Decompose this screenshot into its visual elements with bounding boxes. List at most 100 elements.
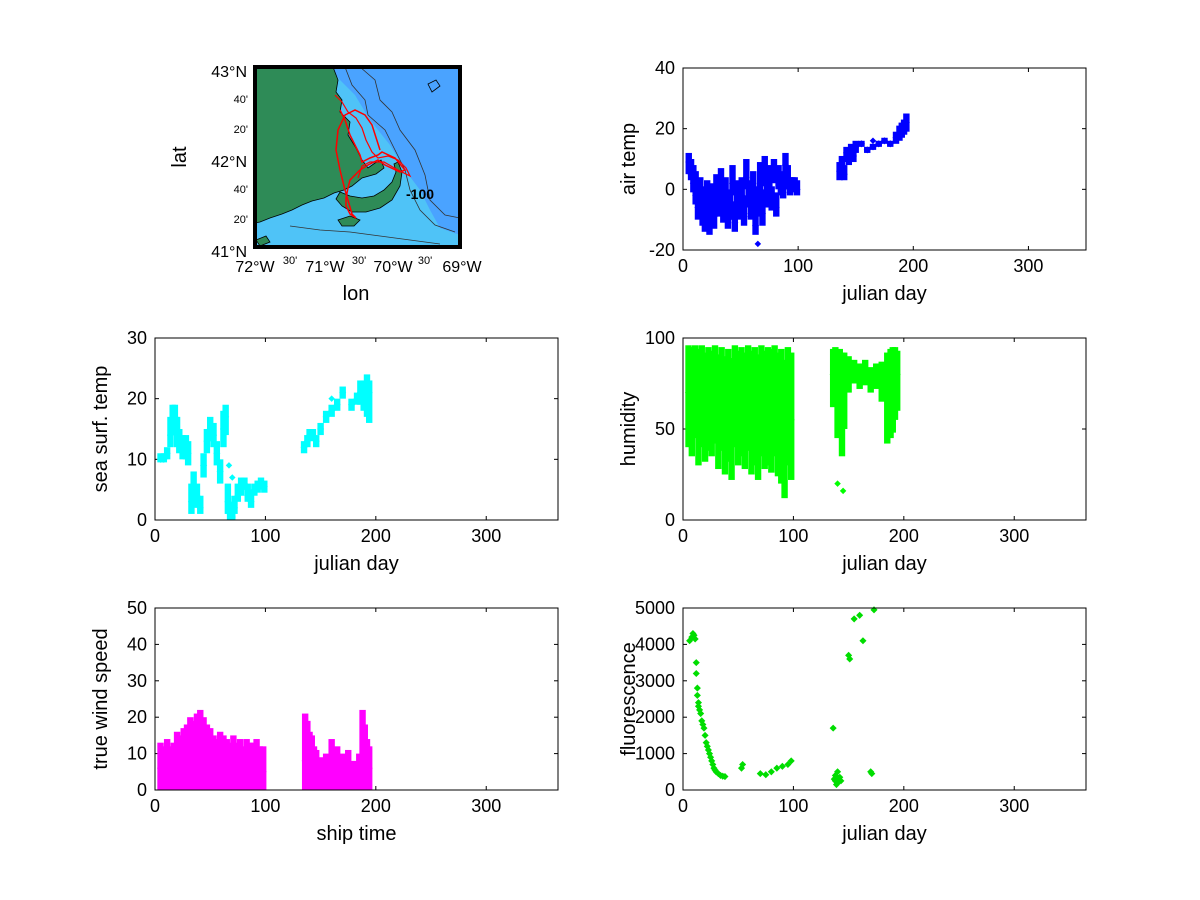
map-lat-minor-2: 20' (234, 124, 248, 136)
sea-surf-temp-ytick-label: 20 (127, 389, 147, 409)
sea-surf-temp-point (322, 413, 330, 421)
humidity-axes-frame (682, 337, 1087, 521)
true-wind-speed-point (350, 775, 358, 783)
humidity-point-band (758, 345, 765, 457)
sea-surf-temp-point (333, 401, 341, 409)
humidity-point-band (731, 345, 739, 448)
map-xlabel: lon (343, 283, 370, 305)
humidity-xtick-label: 300 (999, 526, 1029, 546)
humidity-outlier-point (834, 480, 841, 487)
fluorescence-axes-frame (682, 607, 1087, 791)
sea-surf-temp-xtick-label: 100 (250, 526, 280, 546)
map-ylabel: lat (169, 146, 191, 168)
fluorescence-point (691, 635, 699, 643)
true-wind-speed-ytick-label: 20 (127, 707, 147, 727)
map-island-north (427, 79, 441, 93)
humidity-point-band (764, 347, 772, 466)
map-island-small (255, 235, 271, 247)
true-wind-speed-point (344, 768, 352, 776)
sea-surf-temp-outlier-point (225, 462, 233, 469)
true-wind-speed-point-band (328, 739, 335, 790)
air-temp-point (752, 222, 760, 230)
sea-surf-temp-point (312, 437, 320, 445)
sea-surf-temp-point (260, 483, 268, 491)
fluorescence-ytick-label: 0 (665, 780, 675, 800)
fluorescence-point (767, 768, 775, 776)
map-island-nantucket (337, 215, 361, 227)
air-temp-point (902, 119, 910, 127)
fluorescence-xtick-label: 0 (678, 796, 688, 816)
air-temp-point-band (779, 174, 787, 199)
sea-surf-temp-point (347, 401, 356, 409)
sea-surf-temp-outlier-point (229, 474, 236, 481)
sea-surf-temp-ylabel: sea surf. temp (90, 366, 112, 493)
air-temp-point (779, 188, 787, 196)
air-temp-point (772, 203, 780, 212)
sea-surf-temp-xtick-label: 200 (361, 526, 391, 546)
humidity-xtick-label: 100 (778, 526, 808, 546)
air-temp-outlier-point (869, 137, 877, 145)
fluorescence-point (762, 771, 770, 779)
fluorescence-point (837, 777, 845, 785)
map-contour-label: -100 (406, 186, 434, 202)
panel-sea-surf-temp: 0 100 200 300 0 10 20 30 julian day sea surf. tem… (90, 328, 559, 575)
humidity-point-band (774, 352, 782, 477)
map-frame (253, 65, 462, 249)
true-wind-speed-point (365, 764, 373, 772)
fluorescence-point (829, 724, 837, 732)
true-wind-speed-point-band (236, 739, 244, 790)
air-temp-axes-frame (682, 67, 1087, 251)
true-wind-speed-point (259, 768, 267, 776)
true-wind-speed-point-band (333, 746, 341, 790)
map-ship-track (335, 109, 407, 219)
air-temp-point-band (738, 177, 745, 205)
fluorescence-point (721, 772, 729, 781)
humidity-point-band (708, 350, 715, 457)
fluorescence-point (692, 659, 700, 667)
true-wind-speed-point-band (246, 742, 254, 790)
humidity-point-band (695, 348, 702, 466)
map-lon-label-72: 72°W (235, 259, 275, 276)
fluorescence-point (756, 770, 764, 778)
sea-surf-temp-point (222, 413, 230, 421)
air-temp-ytick-label: 0 (665, 179, 675, 199)
fluorescence-point (778, 762, 786, 770)
humidity-point-band (751, 347, 758, 466)
air-temp-ytick-label: 40 (655, 58, 675, 78)
fluorescence-point (868, 770, 876, 778)
air-temp-point-band (756, 162, 764, 196)
fluorescence-ytick-label: 2000 (635, 707, 675, 727)
humidity-point-band (845, 356, 852, 393)
map-lat-minor-4: 20' (234, 214, 248, 226)
air-temp-point-band (715, 183, 722, 217)
map-contour-1 (344, 66, 456, 233)
sea-surf-temp-point (228, 513, 236, 521)
sea-surf-temp-axes-frame (154, 337, 559, 521)
humidity-point-band (721, 356, 729, 475)
map-lat-label-42: 42°N (211, 154, 247, 171)
true-wind-speed-point-band (256, 746, 264, 790)
air-temp-point (840, 170, 848, 178)
true-wind-speed-point (317, 771, 325, 779)
air-temp-point-band (750, 171, 757, 205)
map-lon-label-70: 70°W (373, 259, 413, 276)
humidity-ytick-label: 50 (655, 419, 675, 439)
fluorescence-ylabel: fluorescence (618, 642, 640, 755)
humidity-point (861, 370, 869, 378)
air-temp-point-band (752, 204, 759, 235)
sea-surf-temp-point (196, 504, 204, 512)
true-wind-speed-point (333, 768, 341, 776)
true-wind-speed-ytick-label: 0 (137, 780, 147, 800)
sea-surf-temp-outlier-point (328, 395, 335, 402)
sea-surf-temp-point (230, 504, 239, 512)
humidity-point (856, 374, 864, 382)
fluorescence-point (773, 764, 781, 772)
air-temp-point-band (731, 201, 739, 232)
humidity-ytick-label: 100 (645, 328, 675, 348)
sea-surf-temp-ytick-label: 0 (137, 510, 147, 530)
map-lat-minor-3: 40' (234, 184, 248, 196)
humidity-xtick-label: 200 (889, 526, 919, 546)
panel-true-wind-speed: 0 100 200 300 0 10 20 30 40 50 ship time true wind … (90, 598, 559, 845)
